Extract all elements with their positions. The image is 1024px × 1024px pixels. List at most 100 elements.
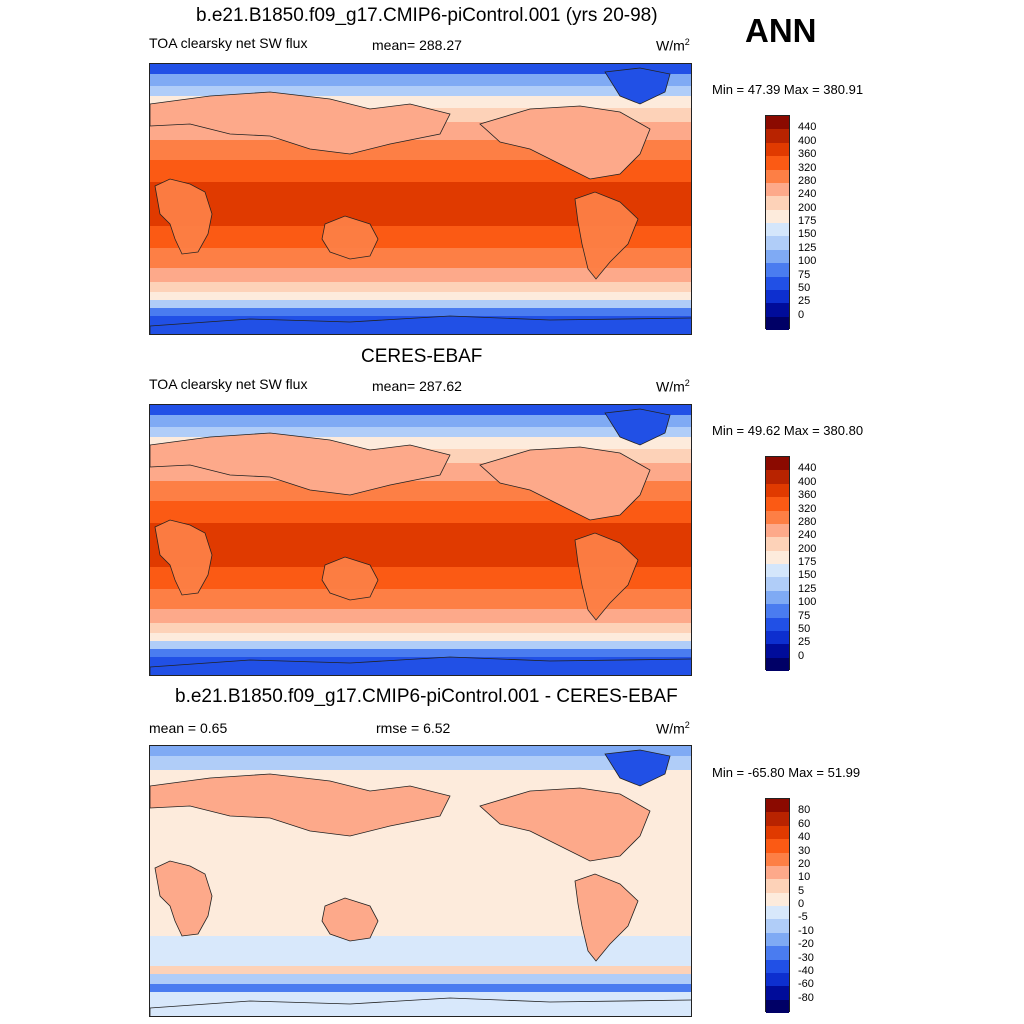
colorbar-swatch [766,497,789,511]
colorbar-label: 50 [798,622,811,635]
colorbar-swatch [766,550,789,564]
colorbar-swatch [766,644,789,658]
colorbar-swatch [766,303,789,317]
colorbar-label: 280 [798,174,817,187]
panel2-map-svg [150,405,691,675]
colorbar-label: 0 [798,898,805,910]
colorbar-label: 10 [798,871,811,884]
colorbar-swatch [766,799,789,813]
panel2-colorbar [765,456,790,671]
colorbar-label: 150 [798,228,817,241]
colorbar-swatch [766,986,789,1000]
colorbar-swatch [766,182,789,197]
panel2-mean: mean= 287.62 [372,378,462,394]
colorbar-swatch [766,577,789,591]
colorbar-swatch [766,906,789,920]
colorbar-label: 5 [798,884,805,897]
colorbar-label: 320 [798,161,817,174]
colorbar-label: 280 [798,515,817,528]
colorbar-label: 175 [798,556,817,568]
panel2-title: CERES-EBAF [361,346,483,367]
colorbar-swatch [766,129,789,143]
colorbar-swatch [766,249,789,264]
colorbar-swatch [766,839,789,853]
colorbar-label: 60 [798,817,811,830]
colorbar-swatch [766,263,789,277]
colorbar-label: 150 [798,569,817,582]
colorbar-label: 175 [798,215,817,227]
colorbar-label: 80 [798,804,811,817]
colorbar-label: 125 [798,582,817,595]
colorbar-label: 0 [798,308,805,321]
colorbar-label: -10 [798,924,814,937]
colorbar-swatch [766,457,789,471]
season-label: ANN [745,12,817,49]
colorbar-swatch [766,825,789,840]
colorbar-label: 440 [798,121,817,134]
colorbar-label: 30 [798,844,811,857]
colorbar-label: 440 [798,462,817,475]
colorbar-swatch [766,852,789,866]
panel1-title: b.e21.B1850.f09_g17.CMIP6-piControl.001 … [196,5,658,26]
colorbar-swatch [766,590,789,605]
colorbar-swatch [766,523,789,538]
colorbar-label: 360 [798,489,817,502]
colorbar-swatch [766,116,789,130]
colorbar-swatch [766,657,789,671]
colorbar-label: 40 [798,831,811,844]
colorbar-label: 200 [798,542,817,555]
colorbar-label: 240 [798,188,817,201]
panel1-colorbar [765,115,790,330]
colorbar-label: 25 [798,636,811,649]
colorbar-swatch [766,142,789,157]
panel3-map [149,745,692,1017]
colorbar-swatch [766,169,789,183]
colorbar-swatch [766,510,789,524]
colorbar-label: 200 [798,201,817,214]
colorbar-swatch [766,879,789,893]
colorbar-swatch [766,946,789,960]
colorbar-swatch [766,630,789,645]
colorbar-label: 100 [798,596,817,609]
colorbar-label: 125 [798,241,817,254]
colorbar-label: 0 [798,649,805,662]
panel3-minmax: Min = -65.80 Max = 51.99 [712,765,861,780]
panel3-map-svg [150,746,691,1016]
colorbar-swatch [766,617,789,631]
colorbar-label: 75 [798,609,811,622]
colorbar-swatch [766,236,789,250]
colorbar-label: -20 [798,938,814,951]
panel1-mean: mean= 288.27 [372,37,462,53]
colorbar-label: 50 [798,281,811,294]
colorbar-swatch [766,470,789,484]
colorbar-label: 360 [798,148,817,161]
colorbar-swatch [766,919,789,933]
panel1-minmax: Min = 47.39 Max = 380.91 [712,82,864,97]
colorbar-swatch [766,932,789,947]
panel1-map [149,63,692,335]
colorbar-swatch [766,999,789,1013]
panel1-map-svg [150,64,691,334]
colorbar-label: 320 [798,502,817,515]
colorbar-swatch [766,209,789,223]
colorbar-label: 240 [798,529,817,542]
colorbar-label: -30 [798,951,814,964]
panel1-units: W/m2 [656,37,690,54]
panel3-title: b.e21.B1850.f09_g17.CMIP6-piControl.001 … [175,686,678,707]
colorbar-label: 400 [798,475,817,488]
colorbar-swatch [766,959,789,973]
colorbar-swatch [766,892,789,906]
colorbar-label: 400 [798,134,817,147]
colorbar-label: -40 [798,964,814,977]
colorbar-swatch [766,196,789,210]
colorbar-swatch [766,276,789,290]
colorbar-swatch [766,812,789,826]
panel3-rmse: rmse = 6.52 [376,720,451,736]
panel3-mean: mean = 0.65 [149,720,228,736]
panel2-map [149,404,692,676]
colorbar-label: 75 [798,268,811,281]
panel3-colorbar [765,798,790,1013]
colorbar-swatch [766,156,789,170]
panel2-variable: TOA clearsky net SW flux [149,376,308,392]
colorbar-swatch [766,223,789,237]
